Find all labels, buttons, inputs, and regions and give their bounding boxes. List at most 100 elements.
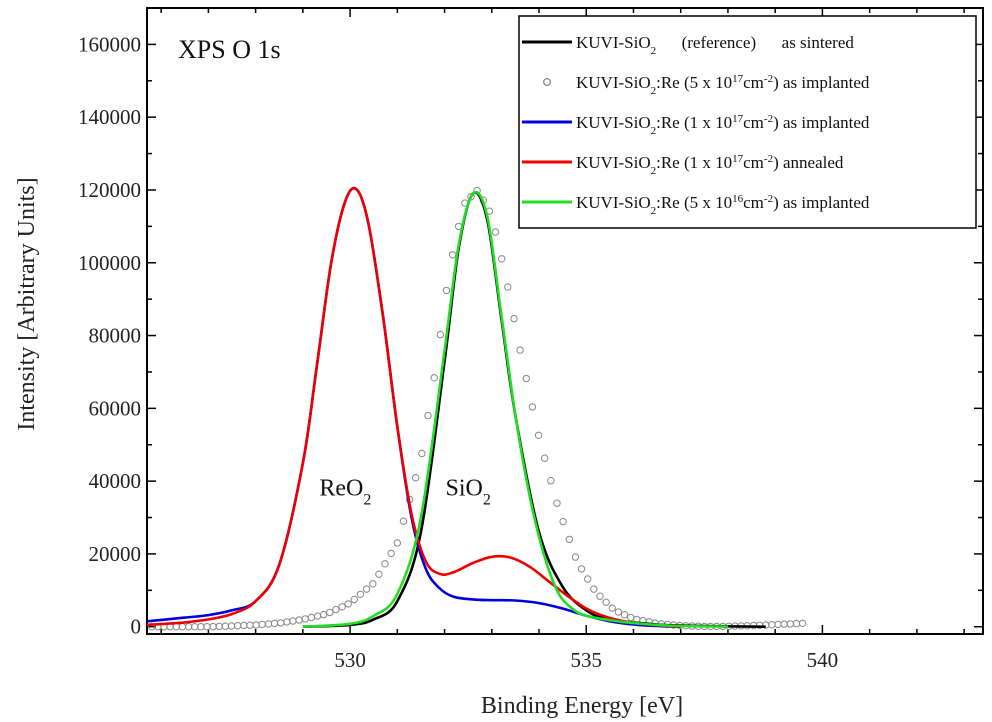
data-point xyxy=(221,622,230,630)
data-point xyxy=(264,620,273,628)
data-point xyxy=(491,228,500,236)
series-3 xyxy=(146,186,681,628)
legend-label: KUVI-SiO2:Re (1 x 1017cm-2) as implanted xyxy=(576,113,870,137)
data-point xyxy=(381,560,389,568)
data-point xyxy=(258,620,266,629)
data-point xyxy=(798,619,807,627)
data-point xyxy=(246,621,254,629)
plot-border xyxy=(146,7,984,635)
data-point xyxy=(326,608,334,617)
data-point xyxy=(184,623,193,631)
data-point xyxy=(620,611,629,619)
x-axis-title: Binding Energy [eV] xyxy=(481,693,683,719)
data-point xyxy=(338,603,346,611)
legend-label: KUVI-SiO2:Re (1 x 1017cm-2) annealed xyxy=(576,153,844,177)
data-point xyxy=(565,535,573,544)
y-tick-label: 20000 xyxy=(89,542,142,566)
data-point xyxy=(528,403,537,411)
legend: KUVI-SiO2 (reference) as sintered KUVI-Si… xyxy=(518,15,977,229)
data-point xyxy=(510,314,518,323)
data-point xyxy=(215,622,224,631)
data-point xyxy=(252,621,260,629)
series-layer xyxy=(146,186,807,631)
data-point xyxy=(516,346,524,354)
x-tick-label: 535 xyxy=(571,648,603,672)
y-tick-label: 40000 xyxy=(89,469,142,493)
data-point xyxy=(584,575,592,583)
y-axis: 0 20000 40000 60000 80000 100000 120000 140000 1… xyxy=(78,7,983,639)
peak-label-1: SiO2 xyxy=(445,476,490,509)
annotations: ReO2 SiO2 xyxy=(319,476,490,509)
y-tick-label: 160000 xyxy=(78,32,141,56)
data-point xyxy=(387,549,395,558)
data-point xyxy=(270,619,279,628)
legend-entry: KUVI-SiO2 (reference) as sintered xyxy=(522,33,854,57)
data-point xyxy=(467,193,475,201)
y-tick-label: 80000 xyxy=(89,324,142,348)
legend-label: KUVI-SiO2 (reference) as sintered xyxy=(576,33,854,57)
data-point xyxy=(178,623,187,631)
data-point xyxy=(197,623,205,631)
data-point xyxy=(301,615,309,623)
data-point xyxy=(780,620,788,628)
chart-title: XPS O 1s xyxy=(178,35,281,64)
data-point xyxy=(590,585,598,593)
data-point xyxy=(295,616,303,624)
data-point xyxy=(319,610,328,619)
data-point xyxy=(424,411,432,420)
data-point xyxy=(522,374,530,383)
data-point xyxy=(547,477,555,485)
data-point xyxy=(356,590,365,598)
legend-entry: KUVI-SiO2:Re (1 x 1017cm-2) annealed xyxy=(522,153,844,177)
data-point xyxy=(209,622,217,631)
data-point xyxy=(430,374,438,382)
data-point xyxy=(227,622,236,630)
series-4 xyxy=(302,190,728,628)
data-point xyxy=(498,255,506,263)
data-point xyxy=(768,621,776,629)
data-point xyxy=(596,592,604,600)
plot-frame xyxy=(146,7,984,635)
y-tick-label: 140000 xyxy=(78,105,141,129)
data-point xyxy=(203,623,211,631)
data-point xyxy=(504,283,512,291)
y-axis-title: Intensity [Arbitrary Units] xyxy=(14,177,40,430)
data-point xyxy=(289,617,297,625)
y-tick-label: 100000 xyxy=(78,251,141,275)
legend-entry: KUVI-SiO2:Re (1 x 1017cm-2) as implanted xyxy=(522,113,870,137)
peak-label-0: ReO2 xyxy=(319,476,371,509)
data-point xyxy=(240,621,248,630)
data-point xyxy=(602,598,610,606)
data-point xyxy=(534,431,543,439)
series-1 xyxy=(148,186,807,631)
legend-entry: KUVI-SiO2:Re (5 x 1017cm-2) as implanted xyxy=(542,73,870,97)
legend-marker xyxy=(542,77,552,87)
data-point xyxy=(577,565,586,573)
data-point xyxy=(553,499,561,507)
legend-box xyxy=(518,15,977,229)
legend-label: KUVI-SiO2:Re (5 x 1016cm-2) as implanted xyxy=(576,193,870,217)
data-point xyxy=(792,619,801,628)
y-tick-label: 0 xyxy=(131,615,142,639)
data-point xyxy=(559,517,567,526)
data-point xyxy=(350,595,358,604)
data-point xyxy=(234,622,242,630)
data-point xyxy=(313,612,322,620)
data-point xyxy=(608,604,616,612)
data-point xyxy=(283,618,291,626)
data-point xyxy=(332,605,340,614)
data-point xyxy=(448,251,457,259)
x-tick-label: 530 xyxy=(334,648,366,672)
data-point xyxy=(369,580,377,588)
series-line xyxy=(146,186,681,628)
data-point xyxy=(277,619,285,627)
data-point xyxy=(191,623,199,631)
y-tick-label: 60000 xyxy=(89,396,142,420)
data-point xyxy=(442,286,451,295)
data-point xyxy=(412,474,420,482)
x-tick-label: 540 xyxy=(807,648,839,672)
data-point xyxy=(571,553,580,561)
data-point xyxy=(418,449,426,458)
data-point xyxy=(627,613,635,622)
